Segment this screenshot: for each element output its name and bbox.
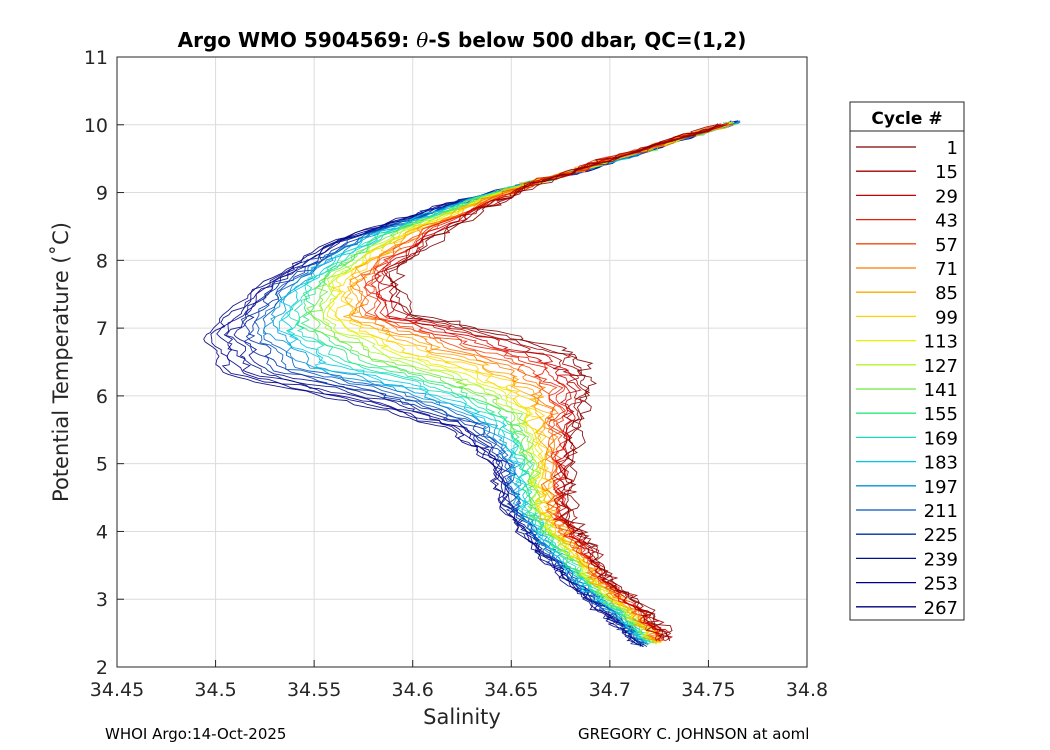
profile-line-cycle-1 <box>388 123 719 642</box>
profile-line-cycle-85 <box>343 123 734 642</box>
legend-label-15: 15 <box>935 162 958 183</box>
legend-label-197: 197 <box>924 477 958 498</box>
legend-label-253: 253 <box>924 574 958 595</box>
y-axis-ticks: 2 3 4 5 6 7 8 9 10 11 <box>84 47 124 679</box>
y-tick-label: 7 <box>96 318 108 340</box>
legend-label-239: 239 <box>924 549 958 570</box>
y-tick-label: 11 <box>84 47 108 69</box>
legend-label-127: 127 <box>924 356 958 377</box>
x-axis-ticks: 34.45 34.5 34.55 34.6 34.65 34.7 34.75 34.8 <box>90 660 828 701</box>
y-tick-label: 4 <box>96 521 108 543</box>
y-tick-label: 10 <box>84 115 108 137</box>
legend-label-155: 155 <box>924 404 958 425</box>
profile-line-cycle-99 <box>340 124 728 644</box>
x-tick-label: 34.7 <box>589 679 631 701</box>
legend-label-267: 267 <box>924 598 958 619</box>
x-tick-label: 34.75 <box>681 679 735 701</box>
legend-entries: 1 15 29 43 57 71 85 99 113 127 141 155 169 183 197 211 2… <box>856 138 958 619</box>
profile-line-cycle-183 <box>278 121 727 646</box>
legend-label-71: 71 <box>935 259 958 280</box>
footer-left-credit: WHOI Argo:14-Oct-2025 <box>105 725 287 743</box>
legend-label-169: 169 <box>924 428 958 449</box>
profile-line-cycle-239 <box>233 120 739 646</box>
x-tick-label: 34.5 <box>194 679 236 701</box>
y-tick-label: 3 <box>96 589 108 611</box>
x-tick-label: 34.45 <box>90 679 144 701</box>
y-tick-label: 5 <box>96 454 108 476</box>
legend-label-57: 57 <box>935 235 958 256</box>
y-tick-label: 9 <box>96 183 108 205</box>
legend-label-99: 99 <box>935 307 958 328</box>
x-tick-label: 34.6 <box>392 679 434 701</box>
legend-label-85: 85 <box>935 283 958 304</box>
plot-area-frame <box>116 56 808 668</box>
x-tick-label: 34.55 <box>287 679 341 701</box>
footer-right-credit: GREGORY C. JOHNSON at aoml <box>578 725 810 743</box>
legend-title: Cycle # <box>871 109 942 129</box>
x-axis-label: Salinity <box>423 705 501 729</box>
legend-label-183: 183 <box>924 453 958 474</box>
legend-label-1: 1 <box>947 138 958 159</box>
profile-line-cycle-1 <box>389 124 724 640</box>
y-tick-label: 6 <box>96 386 108 408</box>
legend-label-43: 43 <box>935 211 958 232</box>
profile-lines <box>203 120 741 648</box>
y-tick-label: 2 <box>96 657 108 679</box>
legend-label-141: 141 <box>924 380 958 401</box>
x-tick-label: 34.8 <box>786 679 828 701</box>
legend-label-29: 29 <box>935 186 958 207</box>
x-tick-label: 34.65 <box>484 679 538 701</box>
legend-label-211: 211 <box>924 501 958 522</box>
y-axis-label: Potential Temperature (˚C) <box>49 222 73 502</box>
legend-label-113: 113 <box>924 332 958 353</box>
y-tick-label: 8 <box>96 250 108 272</box>
legend-label-225: 225 <box>924 525 958 546</box>
legend: Cycle # 1 15 29 43 57 71 85 99 113 127 141 155 169 18… <box>849 101 965 621</box>
chart-title: Argo WMO 5904569: θ-S below 500 dbar, QC… <box>178 28 747 52</box>
